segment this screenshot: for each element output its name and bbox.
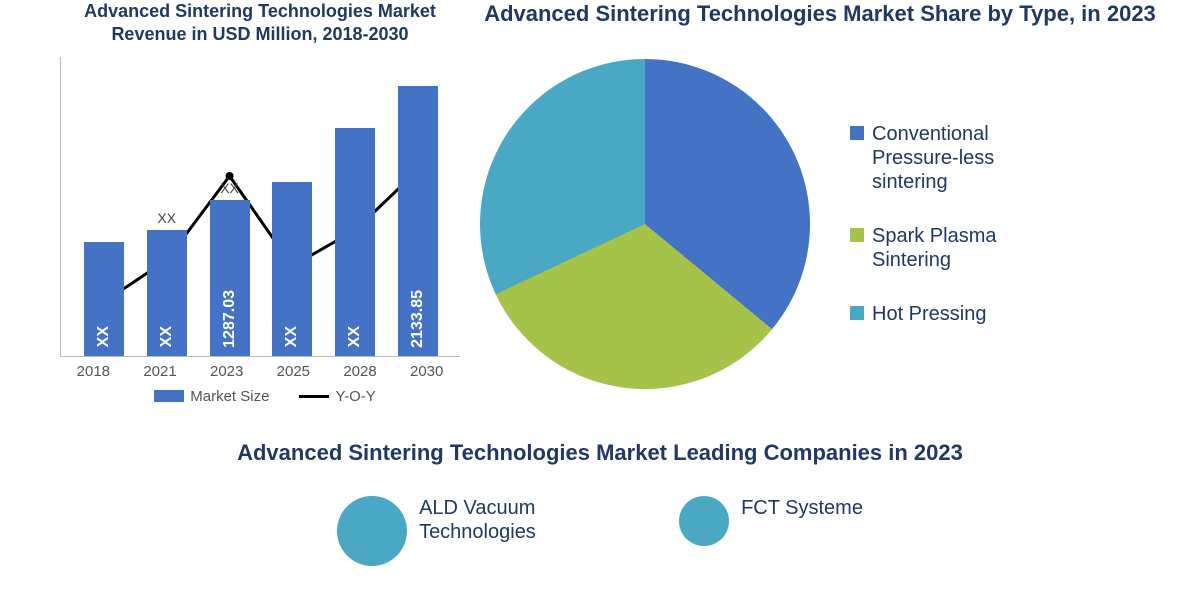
legend-label: Hot Pressing	[872, 302, 987, 326]
company-label: FCT Systeme	[741, 496, 863, 520]
legend-line-label: Y-O-Y	[335, 388, 375, 405]
bar-rect	[335, 128, 375, 356]
bar-2030: 2133.85	[398, 86, 438, 356]
company-item: FCT Systeme	[679, 496, 863, 546]
x-label: 2021	[127, 363, 194, 380]
companies-row: ALD Vacuum Technologies FCT Systeme	[40, 496, 1160, 566]
legend-bar-label: Market Size	[190, 388, 269, 405]
bar-value-label: XX	[346, 326, 364, 347]
company-bubble	[337, 496, 407, 566]
legend-line-swatch	[299, 395, 329, 398]
x-label: 2025	[260, 363, 327, 380]
bar-value-label: 2133.85	[409, 290, 427, 348]
x-axis-labels: 201820212023202520282030	[60, 363, 460, 380]
pie-legend: Conventional Pressure-less sintering Spar…	[850, 122, 1052, 326]
pie-circle	[480, 59, 810, 389]
bar-chart-title: Advanced Sintering Technologies Market R…	[50, 0, 470, 47]
legend-label: Conventional Pressure-less sintering	[872, 122, 1052, 194]
bar-value-label: XX	[283, 326, 301, 347]
bar-chart-area: XXXXXX1287.03XXXXXX2133.85	[60, 57, 460, 357]
legend-swatch	[850, 126, 864, 140]
company-label: ALD Vacuum Technologies	[419, 496, 579, 544]
infographic-container: Advanced Sintering Technologies Market R…	[0, 0, 1200, 566]
pie-legend-item: Hot Pressing	[850, 302, 1052, 326]
legend-swatch	[850, 306, 864, 320]
companies-title: Advanced Sintering Technologies Market L…	[40, 440, 1160, 466]
x-label: 2023	[193, 363, 260, 380]
bar-chart-panel: Advanced Sintering Technologies Market R…	[40, 0, 480, 420]
legend-swatch	[850, 228, 864, 242]
x-label: 2028	[327, 363, 394, 380]
company-item: ALD Vacuum Technologies	[337, 496, 579, 566]
bar-2021: XXXX	[147, 230, 187, 356]
pie-legend-item: Conventional Pressure-less sintering	[850, 122, 1052, 194]
bar-2023: 1287.03XX	[210, 200, 250, 356]
bar-top-label: XX	[220, 180, 239, 196]
bar-2018: XX	[84, 242, 124, 356]
pie-wrap: Advanced Sintering Technologies Market S…	[480, 0, 1160, 389]
bar-value-label: XX	[95, 326, 113, 347]
legend-market-size: Market Size	[154, 388, 269, 405]
top-row: Advanced Sintering Technologies Market R…	[40, 0, 1160, 420]
pie-content: Conventional Pressure-less sintering Spar…	[480, 59, 1160, 389]
x-label: 2030	[393, 363, 460, 380]
pie-chart-panel: Advanced Sintering Technologies Market S…	[480, 0, 1160, 420]
legend-bar-swatch	[154, 390, 184, 402]
legend-label: Spark Plasma Sintering	[872, 224, 1052, 272]
x-label: 2018	[60, 363, 127, 380]
bar-top-label: XX	[157, 210, 176, 226]
bar-2025: XX	[272, 182, 312, 356]
pie-legend-item: Spark Plasma Sintering	[850, 224, 1052, 272]
bar-2028: XX	[335, 128, 375, 356]
bar-chart-legend: Market Size Y-O-Y	[60, 388, 470, 405]
bar-value-label: XX	[158, 326, 176, 347]
bar-value-label: 1287.03	[221, 290, 239, 348]
company-bubble	[679, 496, 729, 546]
legend-yoy: Y-O-Y	[299, 388, 375, 405]
pie-chart-title: Advanced Sintering Technologies Market S…	[480, 0, 1160, 29]
companies-section: Advanced Sintering Technologies Market L…	[40, 440, 1160, 566]
